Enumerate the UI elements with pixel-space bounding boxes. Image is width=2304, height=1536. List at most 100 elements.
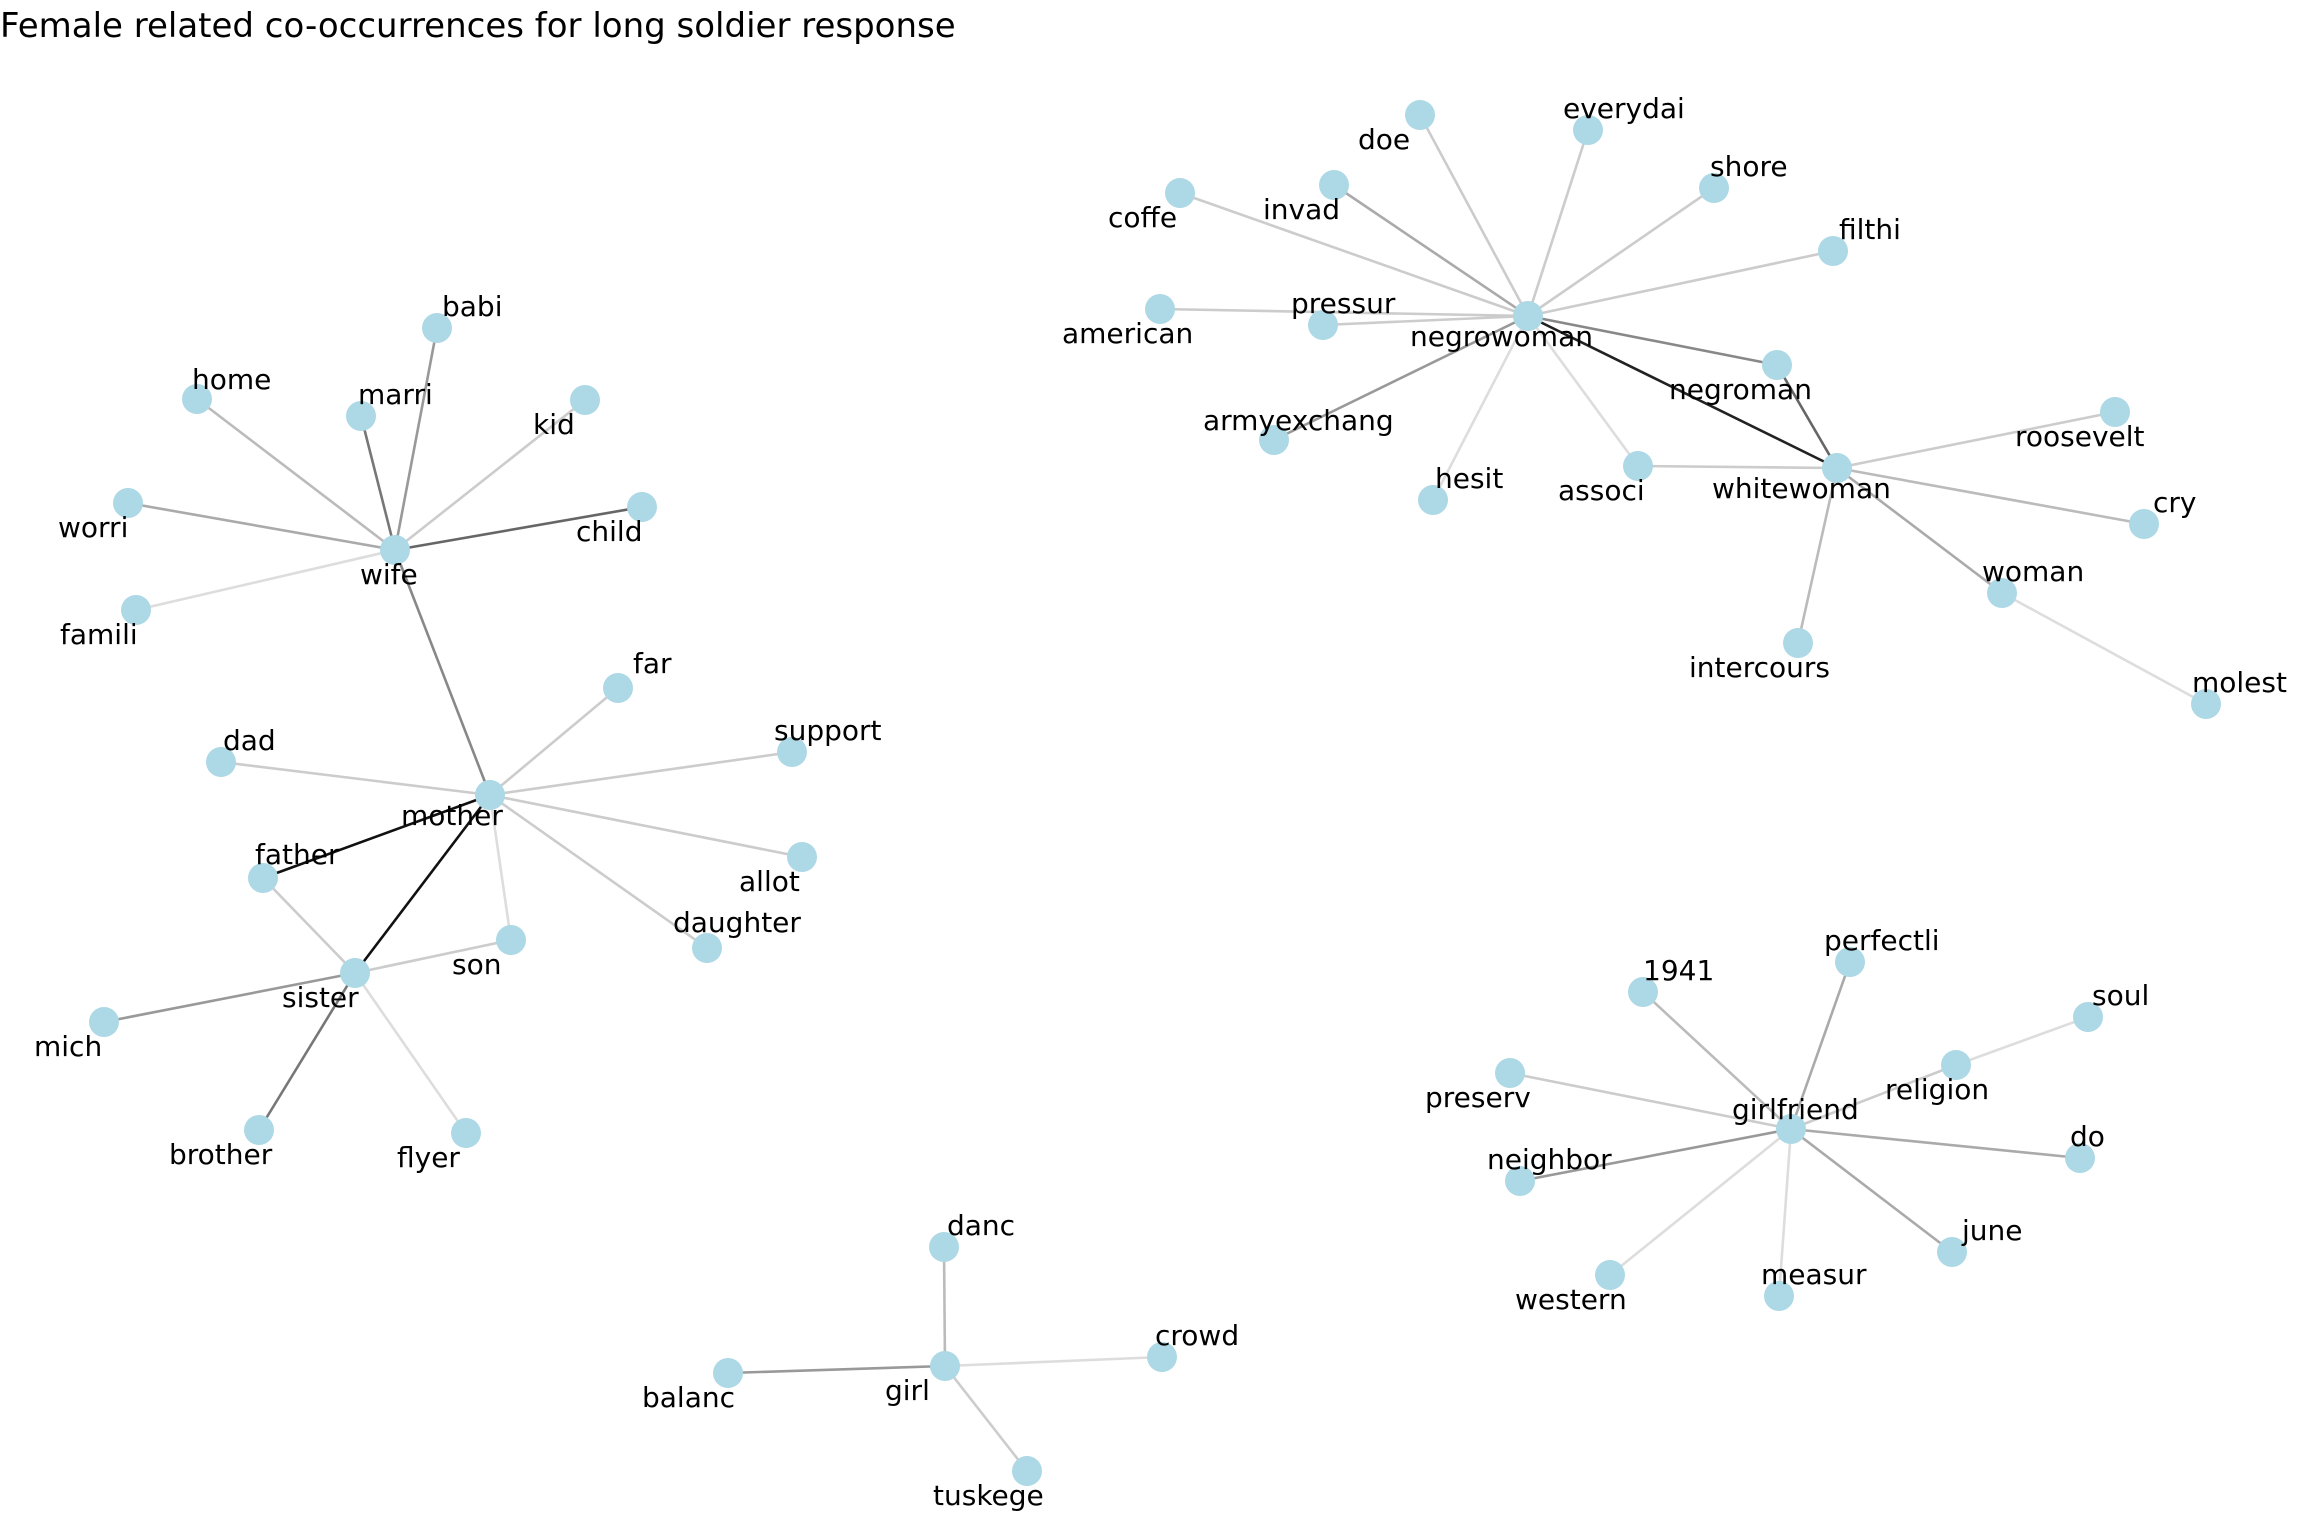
edge-mother-support (489, 750, 793, 797)
edge-girl-danc (942, 1246, 947, 1367)
node-intercours (1783, 628, 1813, 658)
node-coffe (1165, 178, 1195, 208)
edge-negrowoman-negroman (1527, 314, 1778, 367)
node-invad (1319, 170, 1349, 200)
edge-negrowoman-shore (1527, 186, 1715, 318)
node-american (1145, 294, 1175, 324)
edge-mother-sister (353, 794, 492, 974)
node-label-mich: mich (34, 1030, 102, 1063)
node-child (627, 492, 657, 522)
node-label-home: home (192, 363, 271, 396)
edge-negrowoman-filthi (1527, 249, 1834, 318)
node-label-tuskege: tuskege (933, 1479, 1044, 1512)
diagram-title: Female related co-occurrences for long s… (0, 6, 956, 46)
node-crowd (1147, 1342, 1177, 1372)
edge-wife-marri (359, 415, 397, 551)
node-label-flyer: flyer (397, 1141, 460, 1174)
node-label-mother: mother (401, 799, 503, 832)
edge-girl-balanc (727, 1364, 946, 1375)
edge-mother-daughter (489, 793, 708, 950)
node-label-pressur: pressur (1291, 287, 1396, 320)
node-balanc (713, 1358, 743, 1388)
node-far (603, 673, 633, 703)
node-religion (1941, 1050, 1971, 1080)
node-daughter (692, 933, 722, 963)
node-do (2065, 1143, 2095, 1173)
node-june (1937, 1237, 1967, 1267)
node-label-shore: shore (1710, 150, 1788, 183)
node-neighbor (1505, 1166, 1535, 1196)
node-label-measur: measur (1761, 1258, 1867, 1291)
node-label-balanc: balanc (642, 1381, 735, 1414)
node-hesit (1418, 485, 1448, 515)
label-layer: wife babi home marri kid worri child famili moth… (34, 92, 2287, 1512)
node-label-western: western (1515, 1283, 1627, 1316)
node-label-religion: religion (1885, 1073, 1989, 1106)
edge-negrowoman-doe (1418, 114, 1530, 317)
node-mother (475, 780, 505, 810)
node-perfectli (1835, 947, 1865, 977)
node-danc (929, 1232, 959, 1262)
node-preserv (1495, 1058, 1525, 1088)
node-home (182, 384, 212, 414)
node-label-filthi: filthi (1839, 213, 1901, 246)
node-marri (346, 401, 376, 431)
node-label-coffe: coffe (1108, 201, 1177, 234)
node-label-dad: dad (223, 724, 276, 757)
edge-wife-child (394, 505, 643, 552)
edge-whitewoman-roosevelt (1836, 410, 2116, 470)
node-soul (2073, 1002, 2103, 1032)
node-girl (930, 1351, 960, 1381)
node-label-soul: soul (2092, 979, 2149, 1012)
node-pressur (1308, 310, 1338, 340)
node-label-american: american (1062, 317, 1193, 350)
node-label-doe: doe (1358, 123, 1410, 156)
node-support (777, 737, 807, 767)
node-label-intercours: intercours (1689, 651, 1830, 684)
node-molest (2191, 689, 2221, 719)
node-label-associ: associ (1558, 474, 1645, 507)
node-measur (1764, 1281, 1794, 1311)
edge-wife-kid (394, 398, 586, 552)
node-label-wife: wife (360, 558, 418, 591)
node-label-support: support (774, 714, 882, 747)
node-label-molest: molest (2192, 666, 2287, 699)
node-allot (787, 842, 817, 872)
edge-negrowoman-hesit (1431, 315, 1530, 501)
edge-girl-tuskege (943, 1365, 1029, 1472)
node-cry (2129, 509, 2159, 539)
node-label-son: son (452, 948, 501, 981)
edge-religion-soul (1955, 1015, 2089, 1067)
edge-negrowoman-coffe (1179, 191, 1529, 318)
node-label-neighbor: neighbor (1487, 1143, 1612, 1176)
edge-whitewoman-associ (1637, 464, 1838, 470)
node-label-father: father (255, 838, 340, 871)
node-famili (121, 595, 151, 625)
node-label-preserv: preserv (1425, 1081, 1531, 1114)
node-label-woman: woman (1982, 555, 2084, 588)
edge-sister-flyer (353, 972, 468, 1134)
node-label-cry: cry (2153, 486, 2196, 519)
node-dad (206, 747, 236, 777)
edge-girlfriend-june (1790, 1127, 1953, 1254)
edge-whitewoman-intercours (1796, 467, 1839, 644)
node-label-perfectli: perfectli (1824, 924, 1940, 957)
node-label-worri: worri (58, 511, 128, 544)
node-filthi (1818, 236, 1848, 266)
node-label-roosevelt: roosevelt (2015, 420, 2145, 453)
edge-mother-son (488, 794, 513, 941)
edge-mother-father (262, 793, 491, 880)
node-label-june: june (1961, 1214, 2023, 1247)
node-doe (1405, 100, 1435, 130)
edge-negrowoman-associ (1526, 315, 1640, 467)
node-tuskege (1012, 1456, 1042, 1486)
node-father (248, 863, 278, 893)
node-armyexchang (1259, 425, 1289, 455)
node-label-do: do (2070, 1120, 2105, 1153)
node-shore (1699, 173, 1729, 203)
edge-whitewoman-negroman (1775, 364, 1839, 469)
edge-wife-home (196, 397, 396, 552)
node-label-danc: danc (947, 1209, 1015, 1242)
node-flyer (451, 1118, 481, 1148)
edge-whitewoman-cry (1836, 466, 2145, 526)
